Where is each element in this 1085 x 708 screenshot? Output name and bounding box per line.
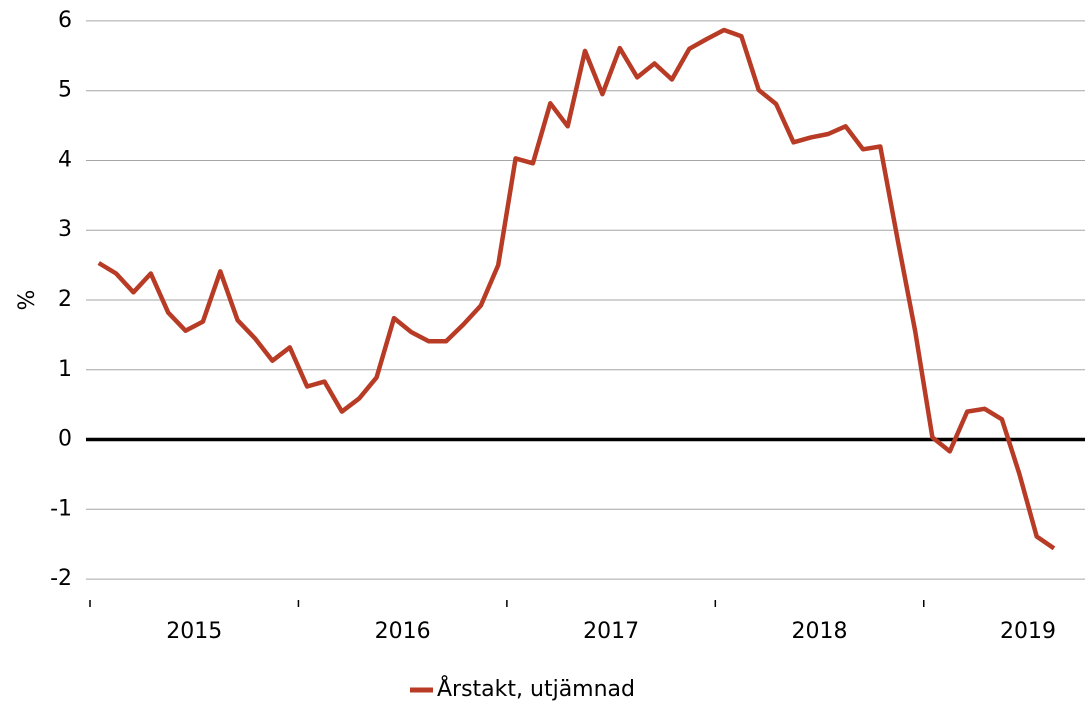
y-tick-label: 4	[58, 147, 72, 172]
series-line	[97, 27, 1056, 551]
y-tick-label: -2	[50, 566, 72, 591]
y-tick-label: 5	[58, 78, 72, 103]
x-tick-label: 2019	[1000, 619, 1056, 644]
x-tick-label: 2017	[583, 619, 639, 644]
y-axis-label: %	[15, 290, 40, 311]
y-tick-label: 2	[58, 287, 72, 312]
x-tick-label: 2015	[166, 619, 222, 644]
legend-label: Årstakt, utjämnad	[437, 675, 635, 702]
x-tick-label: 2018	[792, 619, 848, 644]
y-tick-label: 6	[58, 8, 72, 33]
y-tick-label: -1	[50, 496, 72, 521]
y-tick-label: 3	[58, 217, 72, 242]
x-tick-label: 2016	[375, 619, 431, 644]
y-tick-label: 1	[58, 357, 72, 382]
y-tick-label: 0	[58, 427, 72, 452]
